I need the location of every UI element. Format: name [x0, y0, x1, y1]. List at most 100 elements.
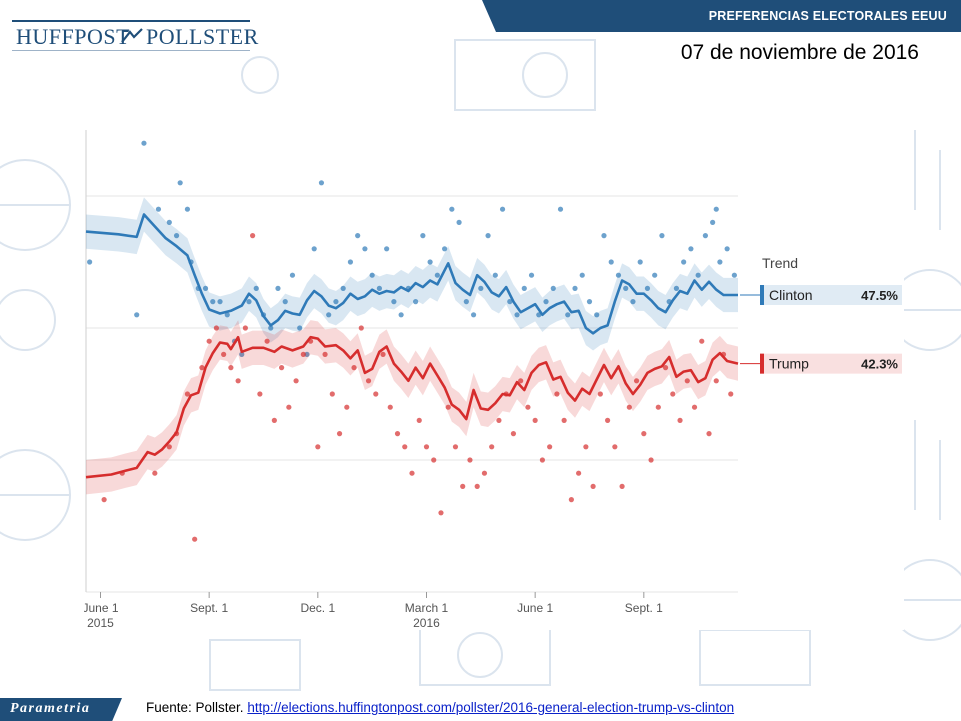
clinton-poll-dot — [731, 272, 737, 278]
trump-poll-dot — [655, 404, 661, 410]
trump-poll-dot — [452, 444, 459, 450]
clinton-poll-dot — [253, 285, 259, 291]
trump-poll-dot — [648, 457, 654, 463]
clinton-poll-dot — [601, 233, 607, 239]
trump-poll-dot — [612, 444, 618, 450]
trump-poll-dot — [206, 338, 212, 344]
trump-poll-dot — [250, 233, 256, 239]
clinton-poll-dot — [652, 272, 658, 278]
clinton-poll-dot — [141, 140, 147, 146]
clinton-poll-dot — [463, 299, 469, 305]
trump-poll-dot — [221, 351, 227, 357]
trump-poll-dot — [213, 325, 219, 331]
clinton-poll-dot — [166, 219, 172, 225]
trump-poll-dot — [583, 444, 589, 450]
clinton-poll-dot — [398, 312, 404, 318]
clinton-poll-dot — [347, 259, 354, 265]
x-tick-label: Dec. 1 — [300, 601, 335, 615]
trump-poll-dot — [351, 365, 357, 371]
trump-poll-dot — [510, 431, 517, 437]
clinton-poll-dot — [702, 233, 709, 239]
clinton-poll-dot — [499, 206, 506, 212]
clinton-poll-dot — [246, 299, 252, 305]
clinton-poll-dot — [695, 272, 701, 278]
clinton-poll-dot — [362, 246, 368, 252]
trump-poll-dot — [699, 338, 705, 344]
trump-poll-dot — [387, 404, 393, 410]
source-note: Fuente: Pollster. http://elections.huffi… — [146, 700, 734, 715]
trump-poll-dot — [300, 351, 306, 357]
clinton-poll-dot — [713, 206, 719, 212]
clinton-poll-dot — [659, 233, 665, 239]
clinton-poll-dot — [717, 259, 723, 265]
clinton-poll-dot — [340, 285, 346, 291]
clinton-poll-dot — [224, 312, 230, 318]
trump-poll-dot — [257, 391, 263, 397]
clinton-legend-value: 47.5% — [861, 288, 898, 303]
clinton-poll-dot — [239, 351, 245, 357]
trump-poll-dot — [373, 391, 379, 397]
trump-poll-dot — [576, 470, 582, 476]
source-link[interactable]: http://elections.huffingtonpost.com/poll… — [247, 700, 735, 715]
clinton-poll-dot — [528, 272, 535, 278]
trump-poll-dot — [336, 431, 343, 437]
trump-poll-dot — [518, 378, 524, 384]
trump-poll-dot — [568, 497, 574, 503]
clinton-poll-dot — [550, 285, 556, 291]
trump-poll-dot — [605, 417, 611, 423]
clinton-poll-dot — [630, 299, 636, 305]
trump-poll-dot — [315, 444, 321, 450]
huffpost-pollster-logo: HUFFPOST POLLSTER — [12, 20, 258, 51]
trump-poll-dot — [728, 391, 734, 397]
trump-poll-dot — [691, 404, 698, 410]
clinton-poll-dot — [282, 299, 288, 305]
clinton-poll-dot — [681, 259, 687, 265]
x-tick-label: March 1 — [405, 601, 449, 615]
trump-poll-dot — [713, 378, 719, 384]
trump-poll-dot — [641, 431, 647, 437]
clinton-poll-dot — [297, 325, 303, 331]
trump-poll-dot — [445, 404, 451, 410]
clinton-poll-dot — [275, 285, 281, 291]
report-date: 07 de noviembre de 2016 — [680, 41, 919, 64]
clinton-poll-dot — [637, 259, 643, 265]
trump-poll-dot — [271, 417, 277, 423]
clinton-poll-dot — [217, 299, 223, 305]
clinton-poll-dot — [210, 299, 216, 305]
banner-title: PREFERENCIAS ELECTORALES EEUU — [708, 9, 947, 23]
clinton-poll-dot — [442, 246, 448, 252]
clinton-legend-name: Clinton — [769, 287, 813, 303]
clinton-poll-dot — [173, 233, 180, 239]
trump-poll-dot — [525, 404, 531, 410]
clinton-poll-dot — [304, 351, 310, 357]
clinton-poll-dot — [434, 272, 440, 278]
trump-poll-dot — [554, 391, 560, 397]
clinton-poll-dot — [565, 312, 571, 318]
trump-poll-dot — [235, 378, 241, 384]
logo-huffpost-text: HUFFPOST — [16, 24, 131, 49]
clinton-poll-dot — [376, 285, 382, 291]
clinton-poll-dot — [134, 312, 140, 318]
trump-poll-dot — [365, 378, 372, 384]
clinton-poll-dot — [355, 233, 361, 239]
clinton-poll-dot — [456, 219, 462, 225]
trump-poll-dot — [438, 510, 444, 516]
x-tick-label: June 1 — [84, 601, 119, 615]
clinton-poll-dot — [572, 285, 578, 291]
source-label: Fuente: Pollster. — [146, 700, 244, 715]
trump-poll-dot — [626, 404, 632, 410]
trump-poll-dot — [358, 325, 364, 331]
trump-poll-dot — [199, 365, 205, 371]
trump-poll-dot — [481, 470, 488, 476]
trump-poll-dot — [184, 391, 191, 397]
clinton-poll-dot — [673, 285, 680, 291]
clinton-poll-dot — [311, 246, 317, 252]
clinton-poll-dot — [623, 285, 629, 291]
logo-pollster-text: POLLSTER — [146, 24, 259, 49]
clinton-poll-dot — [644, 285, 651, 291]
clinton-poll-dot — [710, 219, 716, 225]
x-tick-label: Sept. 1 — [625, 601, 663, 615]
trump-poll-dot — [670, 391, 676, 397]
